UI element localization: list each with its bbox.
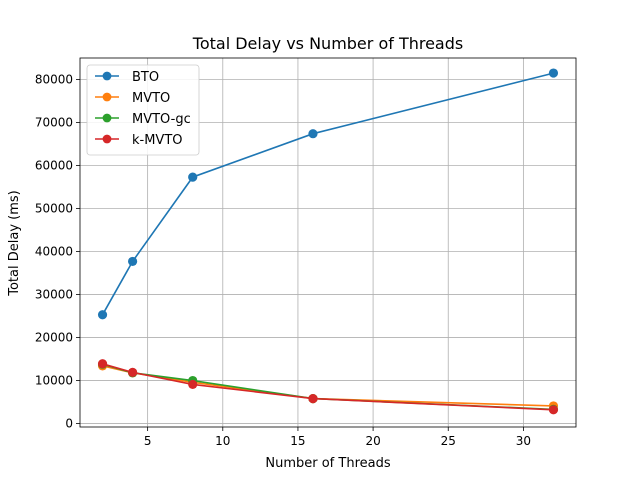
data-point-k-mvto xyxy=(308,394,318,404)
y-tick-label: 0 xyxy=(65,417,73,431)
y-tick-label: 60000 xyxy=(35,159,73,173)
y-tick-label: 10000 xyxy=(35,374,73,388)
data-point-k-mvto xyxy=(97,359,108,369)
plot-frame xyxy=(79,57,577,428)
data-point-k-mvto xyxy=(548,405,559,415)
series-layer xyxy=(97,68,559,415)
legend-label-bto: BTO xyxy=(132,70,159,85)
series-bto xyxy=(97,68,559,320)
y-tick-label: 70000 xyxy=(35,116,73,130)
grid xyxy=(80,58,576,427)
x-tick-label: 15 xyxy=(290,434,305,448)
series-k-mvto xyxy=(97,359,559,415)
y-tick-label: 20000 xyxy=(35,331,73,345)
legend: BTO MVTO MVTO-gc k-MVTO xyxy=(86,64,200,156)
data-point-bto xyxy=(188,172,198,182)
chart-title: Total Delay vs Number of Threads xyxy=(192,34,463,53)
legend-marker-bto xyxy=(102,71,112,81)
data-point-bto xyxy=(128,256,138,267)
y-tick-label: 80000 xyxy=(35,73,73,87)
data-point-bto xyxy=(308,129,318,139)
legend-label-k-mvto: k-MVTO xyxy=(132,133,183,148)
legend-box xyxy=(86,64,200,156)
y-tick-label: 40000 xyxy=(35,245,73,259)
x-tick-label: 5 xyxy=(144,434,152,448)
x-tick-label: 25 xyxy=(441,434,456,448)
y-tick-label: 30000 xyxy=(35,288,73,302)
legend-marker-mvto-gc xyxy=(102,113,112,123)
x-tick-label: 10 xyxy=(215,434,230,448)
legend-label-mvto-gc: MVTO-gc xyxy=(132,112,191,127)
data-point-k-mvto xyxy=(128,367,138,377)
data-point-k-mvto xyxy=(188,379,198,390)
data-point-bto xyxy=(548,68,559,78)
x-axis-label: Number of Threads xyxy=(265,456,390,471)
x-tick-label: 20 xyxy=(365,434,380,448)
legend-marker-mvto xyxy=(102,92,112,102)
ticks: 5 10 15 20 25 30 0 10000 20000 30000 40000 50000 600… xyxy=(35,73,531,448)
y-tick-label: 50000 xyxy=(35,202,73,216)
x-tick-label: 30 xyxy=(516,434,531,448)
data-point-bto xyxy=(97,310,108,320)
y-axis-label: Total Delay (ms) xyxy=(7,190,22,297)
legend-marker-k-mvto xyxy=(102,134,112,144)
legend-label-mvto: MVTO xyxy=(132,91,170,106)
